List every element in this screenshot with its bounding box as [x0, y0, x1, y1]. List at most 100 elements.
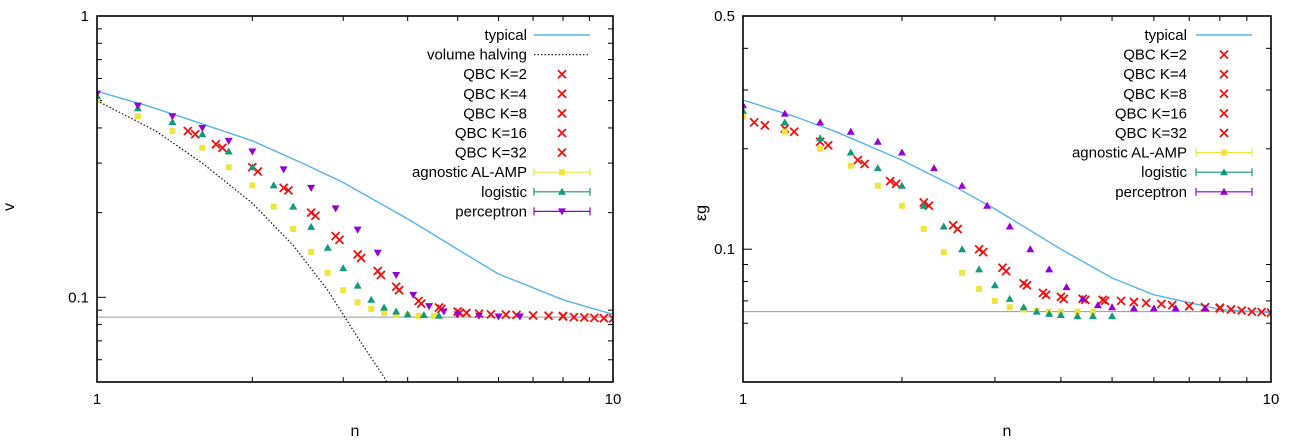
point-qbc-k-2 — [569, 312, 579, 322]
legend-label-typical: typical — [1144, 27, 1187, 44]
point-perceptron — [873, 137, 882, 145]
point-qbc-k-32 — [860, 159, 870, 169]
legend-swatch-qbc-k-2 — [557, 69, 567, 79]
point-perceptron — [409, 291, 418, 299]
point-agnostic-al-amp — [134, 113, 141, 120]
x-axis-label: n — [351, 423, 360, 440]
point-qbc-k-4 — [543, 311, 554, 321]
point-agnostic-al-amp — [368, 305, 375, 312]
point-qbc-k-8 — [501, 309, 511, 320]
point-perceptron — [983, 201, 992, 209]
point-qbc-k-8 — [1129, 297, 1139, 307]
plot-frame — [742, 15, 1272, 383]
point-qbc-k-4 — [1184, 301, 1194, 311]
x-tick-label: 10 — [605, 391, 622, 408]
point-perceptron — [1201, 304, 1210, 312]
point-logistic — [403, 310, 412, 318]
legend-marker-perceptron — [1220, 187, 1228, 195]
series-layer — [97, 90, 613, 382]
point-logistic — [307, 222, 316, 230]
point-logistic — [990, 281, 999, 289]
point-qbc-k-16 — [853, 155, 863, 165]
point-qbc-k-16 — [211, 139, 221, 149]
point-perceptron — [198, 124, 207, 132]
point-logistic — [1088, 312, 1097, 320]
point-agnostic-al-amp — [249, 182, 256, 189]
point-perceptron — [168, 113, 177, 121]
point-perceptron — [279, 166, 288, 174]
legend-label-qbc-k-32: QBC K=32 — [1115, 125, 1187, 142]
point-perceptron — [425, 303, 434, 311]
point-qbc-k-32 — [376, 270, 386, 280]
point-qbc-k-32 — [978, 247, 988, 257]
legend-label-logistic: logistic — [481, 184, 527, 201]
legend-label-perceptron: perceptron — [455, 203, 527, 220]
legend-swatch-qbc-k-8 — [1219, 89, 1229, 99]
point-perceptron — [439, 308, 448, 316]
point-perceptron — [392, 272, 401, 280]
point-qbc-k-32 — [891, 179, 901, 189]
series-volume-halving-line — [97, 100, 388, 382]
point-logistic — [1019, 303, 1028, 311]
legend-label-typical: typical — [484, 27, 527, 44]
point-agnostic-al-amp — [1074, 308, 1081, 315]
point-perceptron — [475, 312, 484, 320]
point-logistic — [1073, 312, 1082, 320]
point-logistic — [1032, 307, 1041, 315]
legend-label-qbc-k-4: QBC K=4 — [463, 86, 527, 103]
point-agnostic-al-amp — [340, 287, 347, 294]
point-perceptron — [494, 313, 503, 321]
point-qbc-k-8 — [1141, 298, 1151, 308]
point-perceptron — [331, 205, 340, 213]
point-perceptron — [1026, 245, 1035, 253]
point-logistic — [289, 202, 298, 210]
point-agnostic-al-amp — [308, 248, 315, 255]
legend-label-qbc-k-32: QBC K=32 — [455, 145, 527, 162]
point-logistic — [353, 281, 362, 289]
plot-frame — [96, 15, 614, 383]
y-tick-label: 1 — [81, 8, 89, 25]
point-agnostic-al-amp — [354, 299, 361, 306]
point-qbc-k-32 — [1022, 280, 1032, 290]
point-agnostic-al-amp — [743, 113, 746, 120]
point-perceptron — [515, 313, 524, 321]
point-logistic — [1056, 311, 1065, 319]
point-perceptron — [353, 226, 362, 234]
point-agnostic-al-amp — [1089, 308, 1096, 315]
point-perceptron — [846, 127, 855, 135]
series-typical-line — [743, 99, 1271, 314]
legend-swatch-qbc-k-2 — [1219, 49, 1229, 60]
legend-marker-agnostic-al-amp — [1221, 149, 1227, 156]
point-perceptron — [1093, 301, 1102, 309]
legend-label-qbc-k-16: QBC K=16 — [1115, 105, 1187, 122]
point-logistic — [339, 264, 348, 272]
y-axis-label: εg — [693, 205, 710, 221]
point-qbc-k-16 — [749, 117, 759, 127]
legend-label-qbc-k-8: QBC K=8 — [463, 105, 527, 122]
point-qbc-k-32 — [334, 235, 345, 245]
point-agnostic-al-amp — [270, 203, 277, 210]
point-logistic — [392, 307, 401, 315]
point-qbc-k-32 — [190, 129, 200, 139]
point-qbc-k-32 — [356, 253, 366, 263]
point-logistic — [419, 311, 428, 319]
point-qbc-k-32 — [394, 285, 404, 295]
point-perceptron — [780, 109, 789, 117]
point-agnostic-al-amp — [991, 297, 998, 304]
point-logistic — [269, 181, 278, 189]
point-qbc-k-32 — [789, 127, 799, 137]
right-chart-panel: 1 10 0.5 0.1 n εg typical QBC K=2 QBC K=4 QBC K=8… — [693, 8, 1279, 440]
point-qbc-k-2 — [579, 312, 589, 323]
point-perceptron — [1149, 304, 1158, 312]
x-tick-label: 10 — [1263, 391, 1280, 408]
point-perceptron — [897, 148, 906, 156]
legend-swatch-qbc-k-32 — [1219, 128, 1229, 138]
point-logistic — [919, 201, 928, 209]
point-qbc-k-16 — [1098, 295, 1108, 305]
y-tick-label: 0.1 — [714, 241, 735, 258]
point-qbc-k-4 — [558, 311, 568, 321]
x-axis-label: n — [1003, 423, 1012, 440]
point-agnostic-al-amp — [847, 162, 854, 169]
point-perceptron — [1171, 304, 1180, 312]
point-perceptron — [248, 148, 257, 156]
